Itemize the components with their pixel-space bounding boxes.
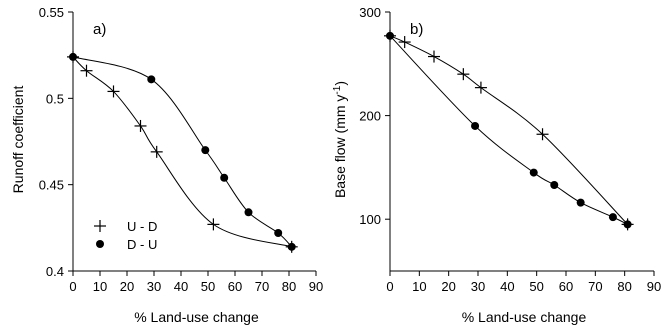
panel-b-y-axis-title-superscript: -1: [332, 85, 343, 94]
panel-a-x-tick-label: 60: [228, 279, 242, 294]
panel-a-series-0-point: [107, 85, 120, 98]
panel-b-series-0-line: [389, 35, 628, 225]
panel-a-series-0-point: [150, 145, 163, 158]
panel-a-panel-label: a): [93, 21, 106, 38]
panel-b-x-tick-label: 70: [588, 279, 602, 294]
panel-a-y-tick-label: 0.45: [39, 178, 64, 193]
panel-b-x-tick-label: 80: [617, 279, 631, 294]
panel-a-series-0-line: [72, 56, 292, 248]
panel-a-y-tick-label: 0.55: [39, 5, 64, 20]
panel-a-series-1-point: [274, 229, 283, 238]
panel-b-series-1-point: [471, 121, 480, 130]
panel-b-x-tick-label: 90: [647, 279, 661, 294]
panel-a-x-tick-label: 70: [255, 279, 269, 294]
panel-b-x-tick-label: 0: [386, 279, 393, 294]
panel-b-panel-label: b): [410, 21, 423, 38]
panel-b-y-tick-label: 200: [359, 109, 381, 124]
panel-a-x-tick-label: 30: [147, 279, 161, 294]
panel-b-series-0-point: [536, 128, 549, 141]
panel-b-series-1-line: [389, 35, 628, 225]
panel-b-x-tick-label: 40: [500, 279, 514, 294]
panel-b-series-1-point: [608, 213, 617, 222]
panel-a-y-tick-label: 0.5: [46, 91, 64, 106]
panel-a-x-tick-label: 50: [201, 279, 215, 294]
panel-b-y-axis-title-suffix: ): [332, 81, 348, 86]
panel-b: 0 10 20 30 40 50 60 70 80 90 100 200 300 % Land-use c…: [332, 5, 662, 325]
panel-a-x-tick-label: 10: [93, 279, 107, 294]
panel-b-y-tick-label: 300: [359, 5, 381, 20]
panel-b-x-axis-title: % Land-use change: [462, 309, 587, 325]
panel-a-y-axis-title: Runoff coefficient: [10, 86, 26, 194]
panel-b-series-1-point: [529, 168, 538, 177]
panel-b-series-1-point: [550, 181, 559, 190]
panel-a-x-tick-label: 80: [282, 279, 296, 294]
panel-a-legend-label: D - U: [127, 237, 157, 252]
panel-a-series-1-point: [287, 242, 296, 251]
panel-a-y-tick-label: 0.4: [46, 264, 64, 279]
panel-b-series-1-point: [386, 31, 394, 40]
panel-a-legend-item: D - U: [96, 237, 157, 252]
panel-a-legend-marker-plus: [94, 220, 106, 232]
panel-b-y-tick-label: 100: [359, 212, 381, 227]
panel-b-series-0-point: [457, 68, 470, 81]
panel-a-series-1-line: [72, 56, 293, 248]
panel-b-x-tick-label: 10: [412, 279, 426, 294]
panel-a-x-axis-title: % Land-use change: [134, 309, 259, 325]
panel-b-x-tick-label: 30: [471, 279, 485, 294]
panel-b-series-0-point: [474, 81, 487, 94]
panel-a-series-1-point: [244, 208, 253, 217]
panel-a-x-tick-label: 40: [174, 279, 188, 294]
panel-a-legend-marker-dot: [96, 240, 104, 248]
panel-a: 0 10 20 30 40 50 60 70 80 90 0.4 0.45 0.5 0.55 % Land-…: [10, 5, 323, 325]
panel-b-x-tick-label: 60: [559, 279, 573, 294]
panel-a-x-tick-label: 0: [69, 279, 76, 294]
panel-a-x-tick-label: 20: [120, 279, 134, 294]
panel-a-legend-item: U - D: [94, 219, 157, 234]
panel-a-x-tick-label: 90: [309, 279, 323, 294]
panel-a-series-0-point: [134, 119, 147, 132]
panel-a-series-1-point: [69, 52, 77, 61]
panel-b-y-axis-title: Base flow (mm y-1): [332, 81, 349, 198]
panel-b-x-tick-label: 50: [529, 279, 543, 294]
panel-a-series-1-point: [220, 173, 229, 182]
panel-b-series-0-point: [398, 36, 411, 49]
panel-b-series-0-point: [428, 50, 440, 63]
panel-a-series-0-point: [80, 64, 93, 77]
panel-b-series-1-point: [576, 198, 585, 207]
panel-a-series-1-point: [201, 146, 210, 155]
panel-a-series-1-point: [147, 75, 156, 84]
panel-b-series-1-point: [623, 220, 632, 229]
panel-b-x-tick-label: 20: [441, 279, 455, 294]
panel-a-legend-label: U - D: [127, 219, 157, 234]
panel-a-series-0-point: [207, 218, 220, 231]
